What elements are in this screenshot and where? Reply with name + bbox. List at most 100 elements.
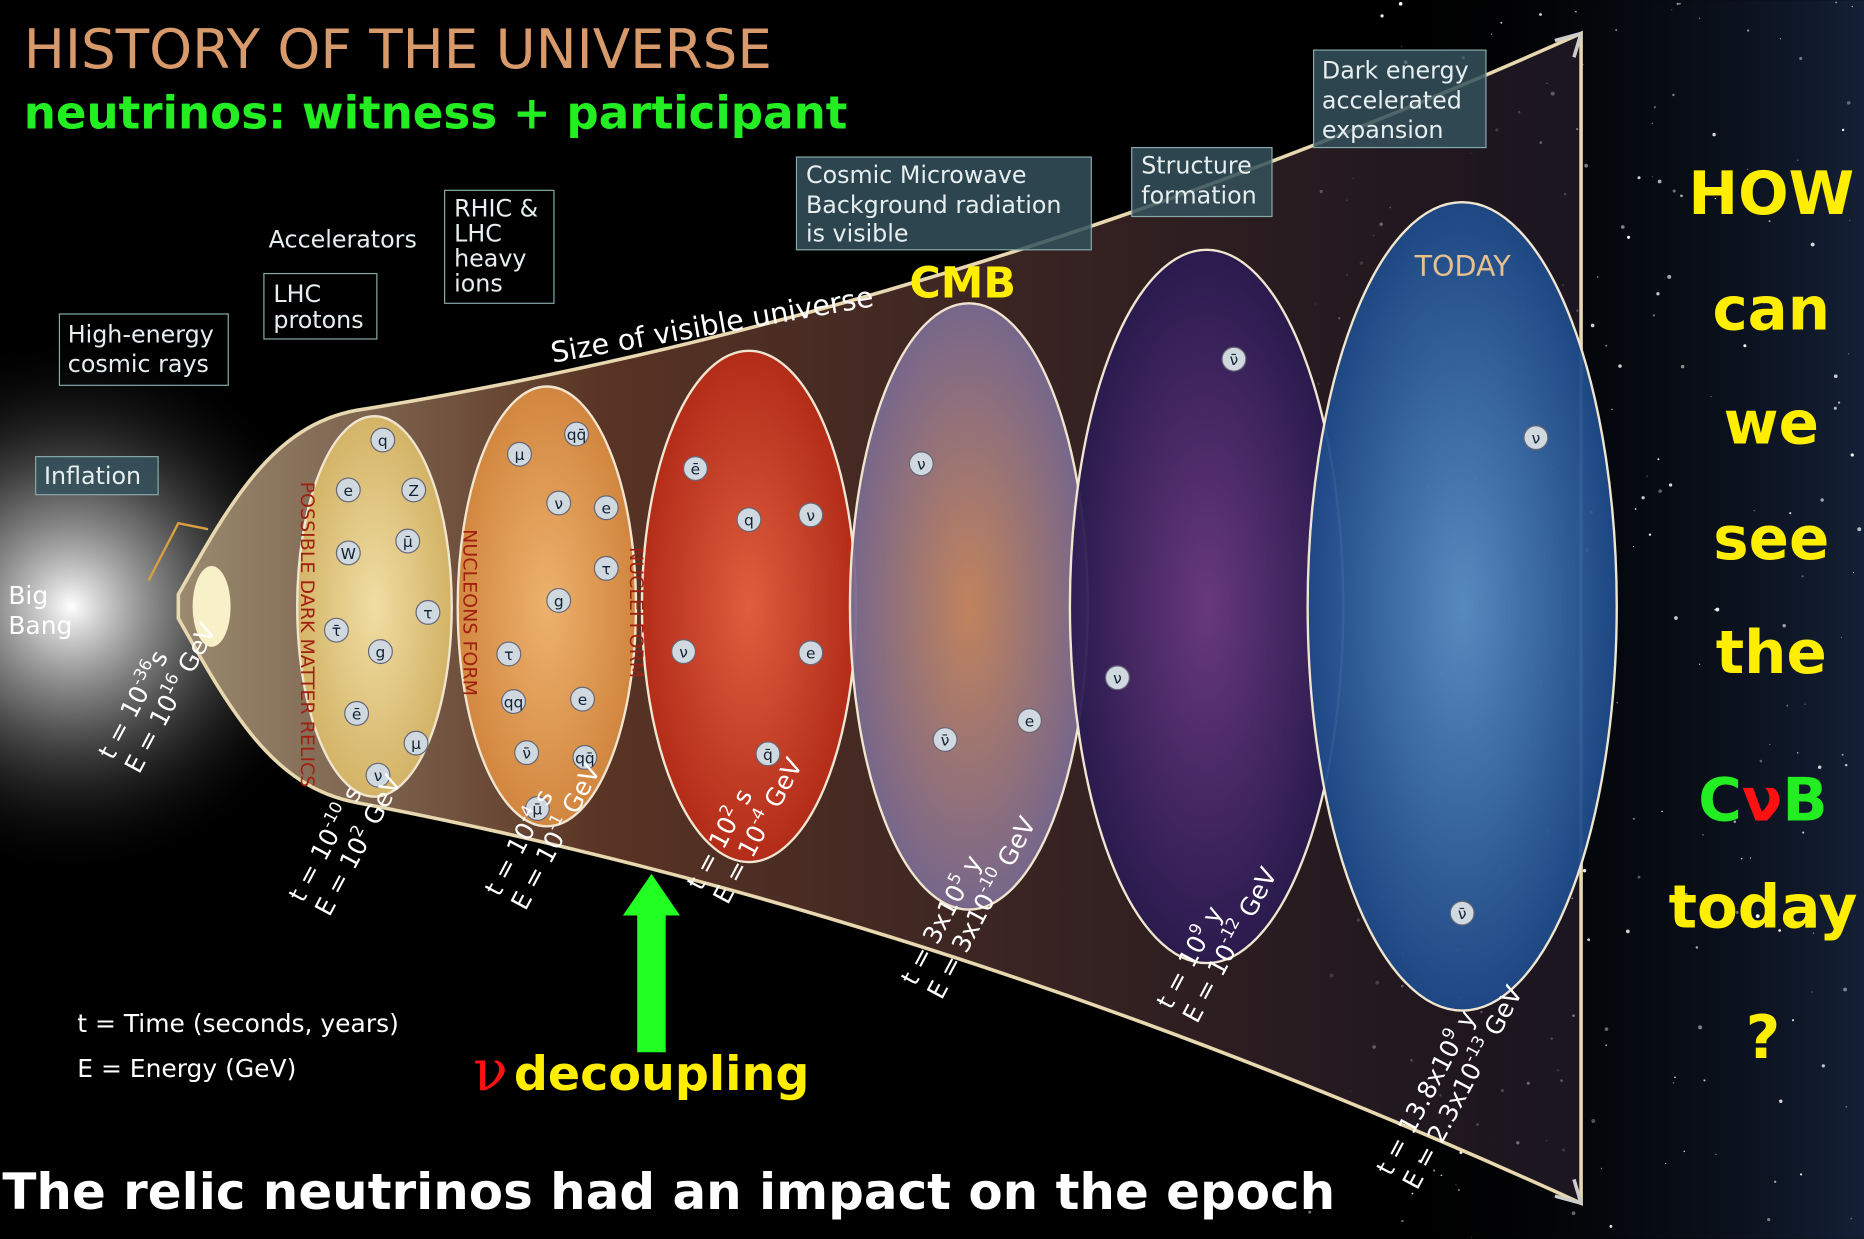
star xyxy=(1673,1082,1675,1084)
star xyxy=(1674,1076,1676,1078)
star xyxy=(1841,637,1842,638)
star xyxy=(1572,1211,1576,1215)
star xyxy=(1657,458,1659,460)
particle-label: μ̄ xyxy=(403,533,413,551)
star xyxy=(1633,546,1634,547)
legend-entry: t = Time (seconds, years) xyxy=(77,1009,399,1038)
epoch-ellipse xyxy=(458,387,636,827)
subtitle: neutrinos: witness + participant xyxy=(24,87,848,140)
star xyxy=(1584,164,1588,168)
star xyxy=(1412,1193,1414,1195)
star xyxy=(1747,29,1749,31)
particle-label: ē xyxy=(691,460,701,478)
question-word: we xyxy=(1724,390,1819,459)
star xyxy=(1618,364,1621,367)
today-label: TODAY xyxy=(1414,250,1512,283)
star xyxy=(1638,876,1641,879)
star xyxy=(1799,57,1802,60)
callout: heavy xyxy=(454,244,526,272)
star xyxy=(1605,1044,1607,1046)
star xyxy=(1715,608,1719,612)
star xyxy=(1591,324,1595,328)
star xyxy=(1699,18,1700,19)
epoch-name: NUCLEONS FORM xyxy=(459,529,481,696)
star xyxy=(1587,938,1590,941)
cvb-part: B xyxy=(1782,766,1827,835)
star xyxy=(1842,129,1844,131)
star xyxy=(1759,760,1762,763)
particle-label: q xyxy=(744,512,754,530)
star xyxy=(1797,752,1798,753)
star xyxy=(1850,1218,1852,1220)
star xyxy=(1641,496,1644,499)
star xyxy=(1609,1225,1612,1228)
particle-label: ν̄ xyxy=(1230,351,1239,369)
callout: Structure xyxy=(1141,152,1252,180)
star xyxy=(1591,1119,1595,1123)
legend-entry: E = Energy (GeV) xyxy=(77,1054,296,1083)
star xyxy=(1401,1220,1403,1222)
star xyxy=(1683,1151,1685,1153)
particle-label: e xyxy=(602,500,612,518)
label: Big xyxy=(8,581,48,610)
star xyxy=(1780,38,1781,39)
particle-label: e xyxy=(806,645,816,663)
particle-label: ν xyxy=(1532,430,1541,448)
star xyxy=(1597,276,1598,277)
particle-label: τ xyxy=(504,646,513,664)
question-word: ? xyxy=(1746,1004,1780,1073)
particle-label: τ xyxy=(602,560,611,578)
epoch-ellipse xyxy=(850,303,1088,909)
star xyxy=(1699,664,1700,665)
star xyxy=(1696,946,1698,948)
particle-label: ē xyxy=(352,705,362,723)
star xyxy=(1500,22,1502,24)
particle-label: e xyxy=(578,691,588,709)
star xyxy=(1834,407,1837,410)
callout: is visible xyxy=(806,219,909,247)
star xyxy=(1605,1027,1609,1031)
callout: Accelerators xyxy=(269,225,417,253)
particle-label: e xyxy=(344,482,354,500)
question-word: see xyxy=(1713,505,1829,574)
star xyxy=(1838,401,1840,403)
epoch-name: POSSIBLE DARK MATTER RELICS xyxy=(296,482,318,788)
particle-label: ν xyxy=(679,644,688,662)
cvb-part: ν xyxy=(1742,766,1782,835)
particle-label: ν xyxy=(806,507,815,525)
particle-label: q̄ xyxy=(763,746,773,764)
star xyxy=(1656,292,1659,295)
star xyxy=(1811,243,1815,247)
star xyxy=(1539,13,1542,16)
star xyxy=(1401,46,1402,47)
star xyxy=(1698,1025,1702,1029)
question-word: HOW xyxy=(1688,160,1854,229)
star xyxy=(1834,374,1838,378)
epoch-name: NUCLEI FORM xyxy=(625,547,647,678)
particle-label: ν̄ xyxy=(522,745,531,763)
star xyxy=(1633,818,1635,820)
particle-label: ν xyxy=(554,495,563,513)
star xyxy=(1637,176,1640,179)
epoch-ellipse xyxy=(642,351,856,862)
particle-label: ν xyxy=(1113,670,1122,688)
star xyxy=(1399,2,1403,6)
cmb-label: CMB xyxy=(909,258,1016,308)
star xyxy=(1842,754,1844,756)
star xyxy=(1710,396,1711,397)
star xyxy=(1852,6,1853,7)
particle-label: τ xyxy=(423,604,432,622)
star xyxy=(1672,94,1674,96)
star xyxy=(1774,1181,1776,1183)
footer: The relic neutrinos had an impact on the… xyxy=(2,1163,1335,1221)
star xyxy=(1715,1154,1716,1155)
particle-label: μ xyxy=(515,446,525,464)
star xyxy=(1658,180,1662,184)
star xyxy=(1811,991,1812,992)
star xyxy=(1665,1163,1666,1164)
star xyxy=(1792,1019,1794,1021)
star xyxy=(1741,858,1743,860)
particle-label: e xyxy=(1025,712,1035,730)
callout: Background radiation xyxy=(806,191,1061,219)
cvb: CνB xyxy=(1698,766,1827,835)
